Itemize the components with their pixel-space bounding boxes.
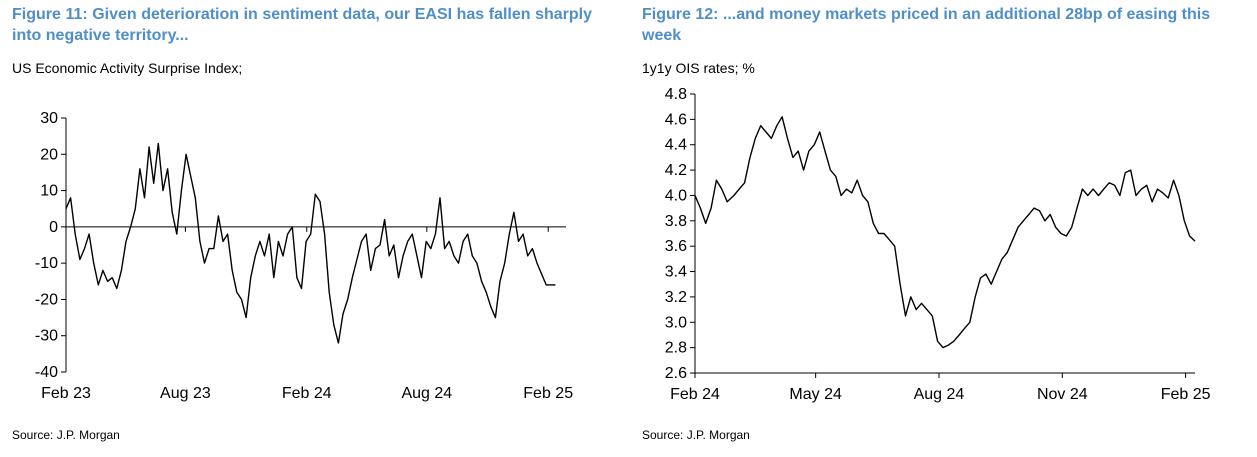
y-tick-label: -10 <box>35 255 58 272</box>
series-line <box>65 142 556 344</box>
y-tick-label: 3.2 <box>665 289 687 306</box>
y-tick-label: 4.4 <box>665 137 687 154</box>
x-tick-label: Feb 25 <box>523 385 573 402</box>
series-line <box>694 116 1196 349</box>
x-tick-label: Feb 23 <box>41 385 91 402</box>
y-tick-label: -20 <box>35 291 58 308</box>
source-note: Source: J.P. Morgan <box>642 428 750 442</box>
x-tick-label: Aug 24 <box>401 385 452 402</box>
y-tick-label: 4.6 <box>665 111 687 128</box>
y-tick-label: -40 <box>35 364 58 381</box>
chart-panel-ois: Figure 12: ...and money markets priced i… <box>630 0 1257 457</box>
y-tick-label: 30 <box>40 110 58 127</box>
x-tick-label: Feb 25 <box>1161 386 1211 403</box>
y-tick-label: 10 <box>40 183 58 200</box>
x-tick-label: Aug 23 <box>160 385 211 402</box>
y-tick-label: 3.0 <box>665 314 687 331</box>
chart-subtitle: 1y1y OIS rates; % <box>642 60 755 76</box>
y-tick-label: 4.2 <box>665 162 687 179</box>
easi-chart: 30 20 10 0 -10 -20 -30 -40 Feb 23 Aug 23 Feb 24 Aug… <box>35 110 573 402</box>
y-tick-label: 4.8 <box>665 86 687 103</box>
chart-subtitle: US Economic Activity Surprise Index; <box>12 60 243 76</box>
ois-chart: 4.8 4.6 4.4 4.2 4.0 3.8 3.6 3.4 3.2 3.0 2.8 2.6 Feb … <box>665 86 1211 403</box>
x-tick-label: Nov 24 <box>1037 386 1088 403</box>
x-tick-label: Feb 24 <box>670 386 720 403</box>
y-tick-label: 20 <box>40 146 58 163</box>
y-tick-label: -30 <box>35 328 58 345</box>
y-tick-label: 2.6 <box>665 365 687 382</box>
x-tick-label: Aug 24 <box>914 386 965 403</box>
x-tick-label: Feb 24 <box>282 385 332 402</box>
chart-panel-easi: Figure 11: Given deterioration in sentim… <box>0 0 600 457</box>
y-tick-label: 3.8 <box>665 213 687 230</box>
figure-title: Figure 12: ...and money markets priced i… <box>642 6 1211 44</box>
y-tick-label: 3.6 <box>665 238 687 255</box>
y-tick-label: 3.4 <box>665 264 687 281</box>
y-tick-label: 2.8 <box>665 340 687 357</box>
figure-title: Figure 11: Given deterioration in sentim… <box>12 6 592 44</box>
x-tick-label: May 24 <box>789 386 842 403</box>
y-tick-label: 0 <box>49 219 58 236</box>
y-tick-label: 4.0 <box>665 187 687 204</box>
source-note: Source: J.P. Morgan <box>12 428 120 442</box>
